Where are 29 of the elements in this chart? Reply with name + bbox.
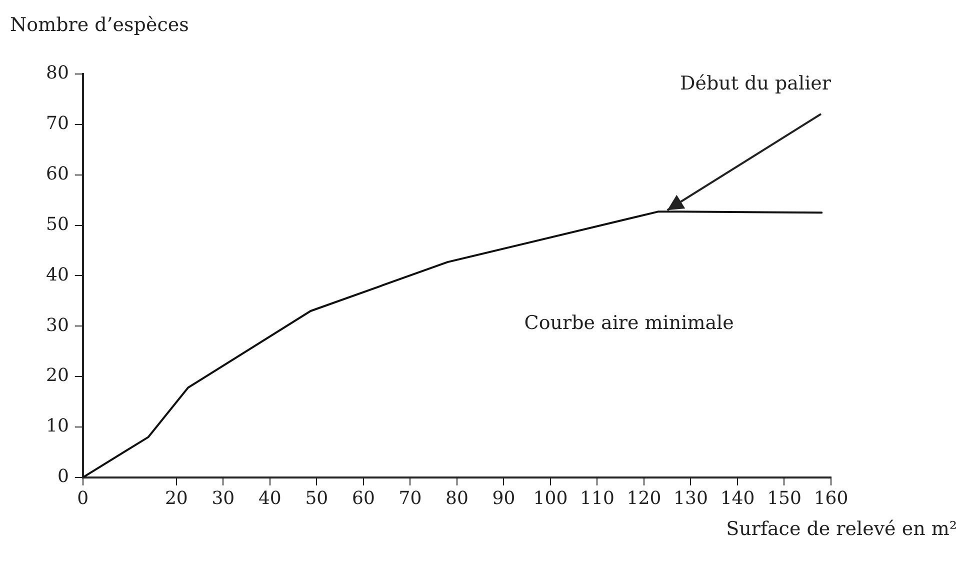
y-tick-label: 0	[57, 466, 69, 488]
y-tick-label: 60	[46, 164, 69, 185]
x-tick-label: 90	[492, 488, 516, 509]
y-tick-label: 10	[46, 416, 69, 437]
x-tick-label: 60	[352, 488, 375, 509]
x-tick-label: 100	[533, 488, 568, 509]
x-tick-label: 30	[212, 488, 235, 509]
annotation: Courbe aire minimale	[524, 312, 734, 334]
x-tick-label: 80	[446, 488, 468, 509]
annotation: Début du palier	[680, 72, 832, 94]
y-axis-title: Nombre d’espèces	[10, 14, 189, 36]
y-tick-label: 50	[46, 214, 69, 235]
x-tick-label: 40	[258, 488, 282, 509]
y-tick-label: 70	[46, 113, 69, 134]
x-tick-label: 160	[814, 488, 848, 509]
y-tick-label: 20	[46, 365, 69, 386]
x-tick-label: 50	[305, 488, 328, 509]
x-tick-label: 70	[398, 488, 422, 509]
y-tick-label: 80	[46, 62, 69, 84]
x-tick-label: 20	[164, 488, 188, 509]
x-tick-label: 120	[626, 488, 662, 509]
x-tick-label: 140	[720, 488, 755, 509]
x-tick-label: 130	[674, 488, 708, 509]
y-tick-label: 30	[46, 314, 69, 336]
x-axis-title: Surface de relevé en m²	[726, 518, 957, 540]
x-tick-label: 110	[580, 488, 614, 509]
x-tick-label: 150	[767, 488, 802, 509]
x-tick-label: 0	[77, 488, 89, 509]
y-tick-label: 40	[46, 264, 69, 286]
